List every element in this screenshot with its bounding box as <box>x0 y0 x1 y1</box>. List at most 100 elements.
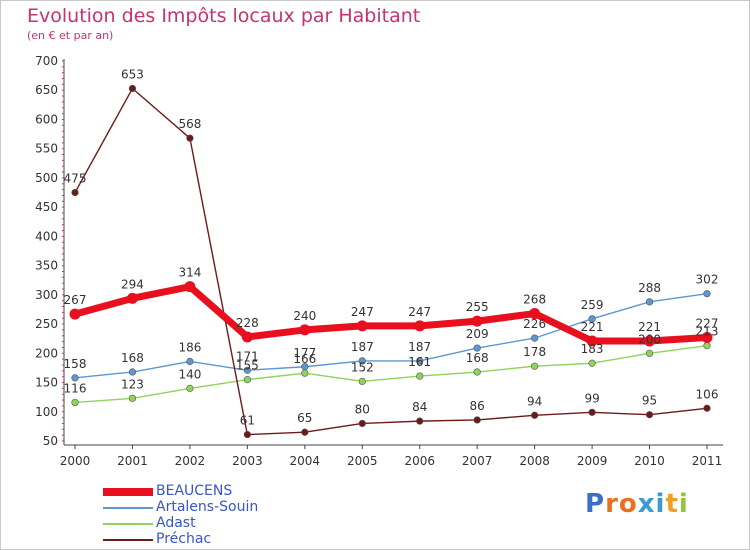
chart-subtitle: (en € et par an) <box>27 29 114 42</box>
data-label: 653 <box>121 67 144 81</box>
logo-letter: P <box>585 489 606 519</box>
data-point <box>645 411 654 419</box>
logo-letter: o <box>618 489 638 519</box>
y-tick-label: 300 <box>35 288 58 302</box>
data-point <box>701 332 713 344</box>
legend-swatch <box>103 488 153 496</box>
y-tick-label: 500 <box>35 171 58 185</box>
data-point <box>301 428 309 436</box>
y-tick-label: 400 <box>35 229 58 243</box>
data-label: 84 <box>412 400 427 414</box>
data-label: 187 <box>351 340 374 354</box>
data-point <box>71 374 79 382</box>
data-label: 255 <box>466 300 489 314</box>
data-label: 200 <box>638 332 661 346</box>
data-label: 209 <box>466 327 489 341</box>
data-point <box>243 376 251 384</box>
chart-title: Evolution des Impôts locaux par Habitant <box>27 5 421 27</box>
logo-letter: r <box>605 489 619 519</box>
data-label: 247 <box>408 305 431 319</box>
x-tick-label: 2011 <box>692 454 723 468</box>
x-tick-label: 2003 <box>232 454 263 468</box>
data-label: 268 <box>523 293 546 307</box>
data-label: 183 <box>581 342 604 356</box>
data-point <box>473 368 481 376</box>
legend-label: Préchac <box>156 531 212 547</box>
data-label: 61 <box>240 414 255 428</box>
legend-label: Artalens-Souin <box>156 499 259 515</box>
data-label: 226 <box>523 317 546 331</box>
data-point <box>186 357 194 366</box>
logo-letter: x <box>637 489 656 519</box>
legend-label: BEAUCENS <box>156 483 233 499</box>
data-label: 166 <box>293 352 316 366</box>
data-point <box>416 372 424 380</box>
logo-letter: i <box>678 489 689 519</box>
data-point <box>644 335 656 347</box>
data-label: 99 <box>584 391 599 405</box>
data-label: 247 <box>351 305 374 319</box>
data-point <box>243 366 251 374</box>
data-label: 221 <box>638 320 661 334</box>
data-point <box>471 315 483 327</box>
data-point <box>126 292 138 304</box>
data-label: 187 <box>408 340 431 354</box>
data-label: 168 <box>466 351 489 365</box>
data-point <box>473 344 481 352</box>
data-label: 178 <box>523 345 546 359</box>
data-point <box>241 331 253 343</box>
data-label: 155 <box>236 359 259 373</box>
x-tick-label: 2002 <box>175 454 206 468</box>
data-label: 294 <box>121 277 144 291</box>
x-tick-label: 2009 <box>577 454 608 468</box>
data-point <box>184 281 196 293</box>
x-tick-label: 2007 <box>462 454 493 468</box>
legend-label: Adast <box>156 515 196 531</box>
data-point <box>71 398 79 407</box>
data-label: 106 <box>696 387 719 401</box>
data-point <box>586 335 598 347</box>
data-label: 259 <box>581 298 604 312</box>
data-label: 228 <box>236 316 259 330</box>
data-point <box>703 342 711 350</box>
data-point <box>128 394 137 402</box>
data-label: 171 <box>236 349 259 363</box>
data-label: 80 <box>355 402 370 416</box>
y-tick-label: 100 <box>35 405 58 419</box>
y-tick-label: 450 <box>35 200 58 214</box>
data-label: 288 <box>638 281 661 295</box>
axes: 50 100 150 200 250 300 350 400 450 500 550 600 650 70… <box>35 54 723 468</box>
data-point <box>703 404 711 412</box>
x-tick-label: 2000 <box>60 454 91 468</box>
data-point <box>356 320 368 332</box>
data-point <box>358 357 366 365</box>
data-label: 314 <box>178 266 201 280</box>
data-point <box>69 308 81 320</box>
data-point <box>128 84 137 93</box>
data-label: 240 <box>293 309 316 323</box>
y-tick-label: 600 <box>35 112 58 126</box>
data-point <box>299 324 311 336</box>
data-point <box>416 417 424 425</box>
data-label: 227 <box>696 317 719 331</box>
legend-swatch <box>103 539 153 541</box>
data-point <box>529 308 541 320</box>
data-label: 186 <box>178 340 201 354</box>
data-point <box>645 349 654 357</box>
data-point <box>531 411 539 419</box>
data-label: 221 <box>581 320 604 334</box>
data-point <box>301 369 309 377</box>
y-tick-label: 50 <box>43 434 58 448</box>
x-tick-label: 2006 <box>404 454 435 468</box>
data-point <box>531 334 539 342</box>
y-tick-label: 250 <box>35 317 58 331</box>
logo-letter: i <box>655 489 666 519</box>
data-point <box>645 298 654 306</box>
y-tick-label: 650 <box>35 83 58 97</box>
data-label: 158 <box>64 357 87 371</box>
data-point <box>358 419 366 428</box>
data-label: 140 <box>178 367 201 381</box>
data-label: 94 <box>527 394 542 408</box>
